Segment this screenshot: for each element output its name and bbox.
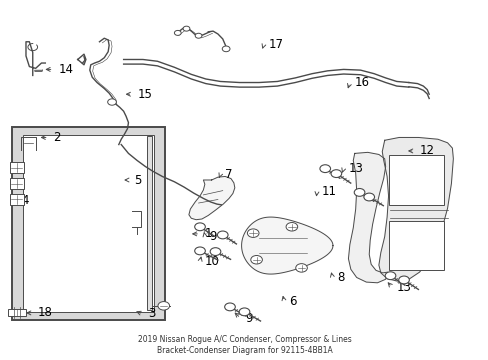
Circle shape [285, 222, 297, 231]
Text: 17: 17 [268, 38, 283, 51]
Circle shape [363, 193, 374, 201]
Bar [146, 136, 151, 310]
Text: 1: 1 [204, 228, 212, 240]
Bar [10, 178, 23, 189]
Bar [12, 127, 164, 320]
Bar [23, 135, 154, 312]
Circle shape [247, 229, 259, 238]
Circle shape [239, 308, 249, 316]
Text: 14: 14 [58, 63, 73, 76]
Bar [8, 309, 26, 316]
Text: 18: 18 [38, 306, 52, 319]
Circle shape [353, 189, 364, 196]
Circle shape [174, 31, 181, 35]
Text: 5: 5 [134, 174, 142, 186]
Circle shape [210, 248, 221, 256]
Circle shape [224, 303, 235, 311]
Text: 2019 Nissan Rogue A/C Condenser, Compressor & Lines
Bracket-Condenser Diagram fo: 2019 Nissan Rogue A/C Condenser, Compres… [137, 335, 351, 355]
Text: 8: 8 [337, 271, 344, 284]
Bar [12, 127, 164, 320]
Circle shape [194, 223, 205, 231]
Text: 2: 2 [53, 131, 61, 144]
Circle shape [330, 170, 341, 177]
Bar [10, 162, 23, 173]
Text: 10: 10 [204, 255, 219, 268]
Text: 13: 13 [396, 280, 411, 293]
Text: 15: 15 [137, 88, 152, 101]
Circle shape [158, 302, 169, 310]
Text: 12: 12 [419, 144, 434, 157]
Polygon shape [241, 217, 332, 274]
Text: 6: 6 [288, 295, 296, 308]
Circle shape [385, 272, 395, 280]
Text: 7: 7 [224, 168, 232, 181]
Circle shape [217, 231, 227, 239]
Polygon shape [378, 138, 452, 281]
Circle shape [195, 33, 202, 38]
Circle shape [222, 46, 229, 52]
Circle shape [107, 99, 116, 105]
Text: 16: 16 [354, 76, 369, 89]
Text: 9: 9 [245, 312, 252, 325]
Circle shape [319, 165, 330, 172]
Circle shape [250, 256, 262, 264]
Polygon shape [188, 176, 234, 220]
Circle shape [194, 247, 205, 255]
Circle shape [295, 264, 307, 272]
Polygon shape [348, 152, 387, 283]
Circle shape [183, 26, 189, 31]
Text: 4: 4 [21, 194, 29, 207]
Bar [10, 194, 23, 205]
Text: 13: 13 [348, 162, 363, 175]
Bar [388, 155, 443, 205]
Text: 11: 11 [321, 185, 336, 198]
Text: 9: 9 [209, 230, 217, 243]
Bar [388, 221, 443, 270]
Circle shape [398, 276, 408, 284]
Text: 3: 3 [147, 307, 155, 320]
